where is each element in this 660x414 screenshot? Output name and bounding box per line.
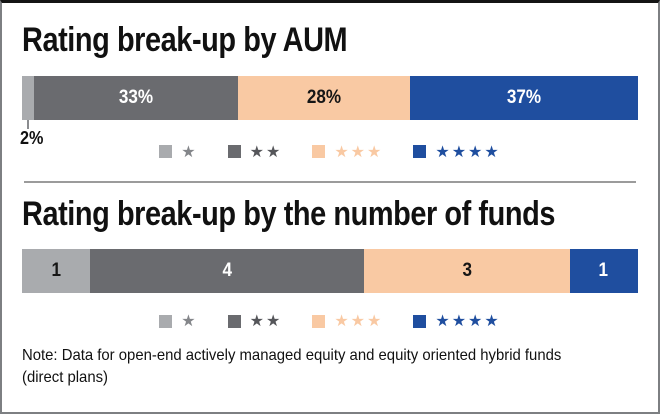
two-star-rating-icon: ★★ [249,311,283,331]
footnote-line1: Note: Data for open-end actively managed… [22,347,562,365]
aum-1star-callout-label: 2% [20,127,44,148]
funds-segment-2star-label: 4 [222,260,233,282]
chart-title-aum-text: Rating break-up by AUM [22,21,348,59]
aum-segment-3star-label: 28% [306,86,341,108]
chart-title-aum: Rating break-up by AUM [22,21,638,59]
stacked-bar-aum: 33% 28% 37% [22,75,638,120]
legend-aum: ★ ★★ ★★★ ★★★★ [22,142,638,162]
legend-item-2star: ★★ [227,311,283,331]
callout-leader-line [27,119,29,129]
legend-swatch-4star [413,314,427,328]
legend-item-1star: ★ [159,141,198,161]
funds-segment-4star: 1 [569,249,638,294]
four-star-rating-icon: ★★★★ [435,311,501,331]
legend-swatch-2star [227,145,241,159]
aum-segment-3star: 28% [237,75,411,120]
legend-item-4star: ★★★★ [413,313,500,329]
aum-segment-2star-label: 33% [118,86,154,108]
legend-item-4star: ★★★★ [413,141,501,161]
legend-swatch-1star [159,314,173,328]
legend-swatch-3star [312,145,326,159]
legend-funds: ★ ★★ ★★★ ★★★★ [22,311,638,331]
footnote: Note: Data for open-end actively managed… [22,345,638,389]
section-divider [24,180,636,183]
legend-swatch-2star [227,314,241,328]
stacked-bar-funds-wrap: 1 4 3 1 [22,249,638,294]
aum-segment-2star: 33% [34,75,238,120]
stacked-bar-funds: 1 4 3 1 [22,249,638,294]
two-star-rating-icon: ★★ [249,141,283,161]
aum-segment-4star-label: 37% [506,86,542,108]
footnote-text: Note: Data for open-end actively managed… [22,345,561,389]
one-star-rating-icon: ★ [181,141,198,161]
legend-item-1star: ★ [159,313,197,329]
aum-segment-4star: 37% [410,75,638,120]
chart-title-funds-text: Rating break-up by the number of funds [22,194,555,233]
three-star-rating-icon: ★★★ [334,141,384,161]
funds-segment-1star: 1 [22,249,91,294]
four-star-rating-icon: ★★★★ [435,141,501,161]
funds-segment-1star-label: 1 [51,260,61,282]
funds-segment-3star-label: 3 [462,260,472,282]
stacked-bar-aum-wrap: 33% 28% 37% 2% [20,75,638,147]
legend-item-3star: ★★★ [312,313,383,329]
legend-swatch-4star [413,145,427,159]
legend-item-3star: ★★★ [312,141,384,161]
footnote-line2: (direct plans) [22,369,109,387]
legend-swatch-3star [312,314,326,328]
aum-1star-callout: 2% [20,119,46,148]
legend-item-2star: ★★ [227,141,283,161]
chart-title-funds: Rating break-up by the number of funds [22,194,638,233]
funds-segment-4star-label: 1 [598,260,609,282]
three-star-rating-icon: ★★★ [334,311,384,331]
one-star-rating-icon: ★ [181,311,198,331]
aum-chart-section: Rating break-up by AUM 33% 28% 37% [20,21,638,162]
funds-segment-3star: 3 [364,249,570,294]
funds-chart-section: Rating break-up by the number of funds 1… [22,194,638,390]
funds-segment-2star: 4 [90,249,365,294]
aum-segment-1star [22,75,35,120]
legend-swatch-1star [159,145,173,159]
